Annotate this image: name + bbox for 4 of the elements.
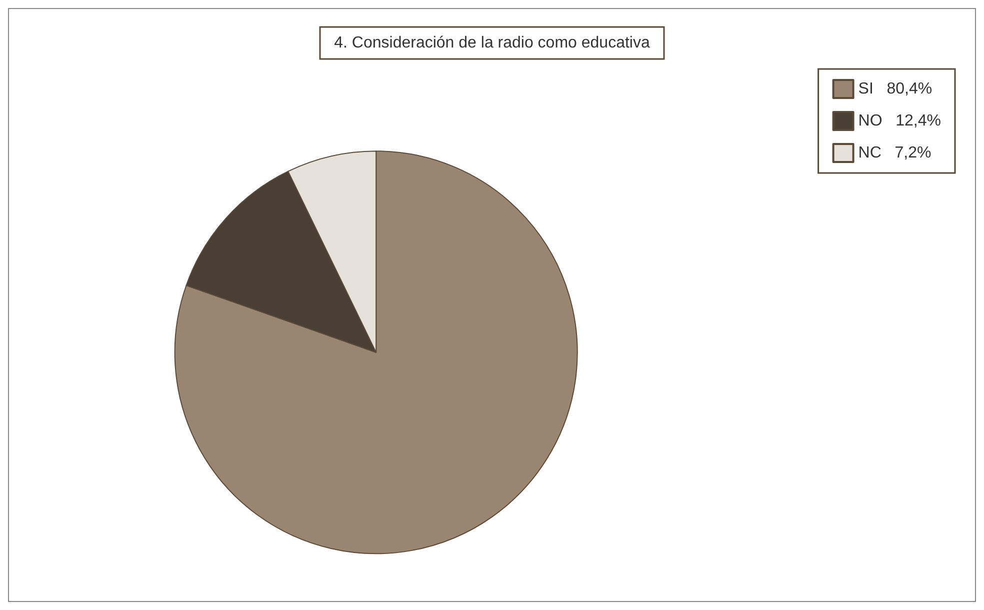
legend-label: NO 12,4% [858, 112, 941, 130]
legend-label: NC 7,2% [858, 144, 932, 162]
chart-title: 4. Consideración de la radio como educativa [334, 34, 650, 52]
legend-label: SI 80,4% [858, 80, 932, 98]
